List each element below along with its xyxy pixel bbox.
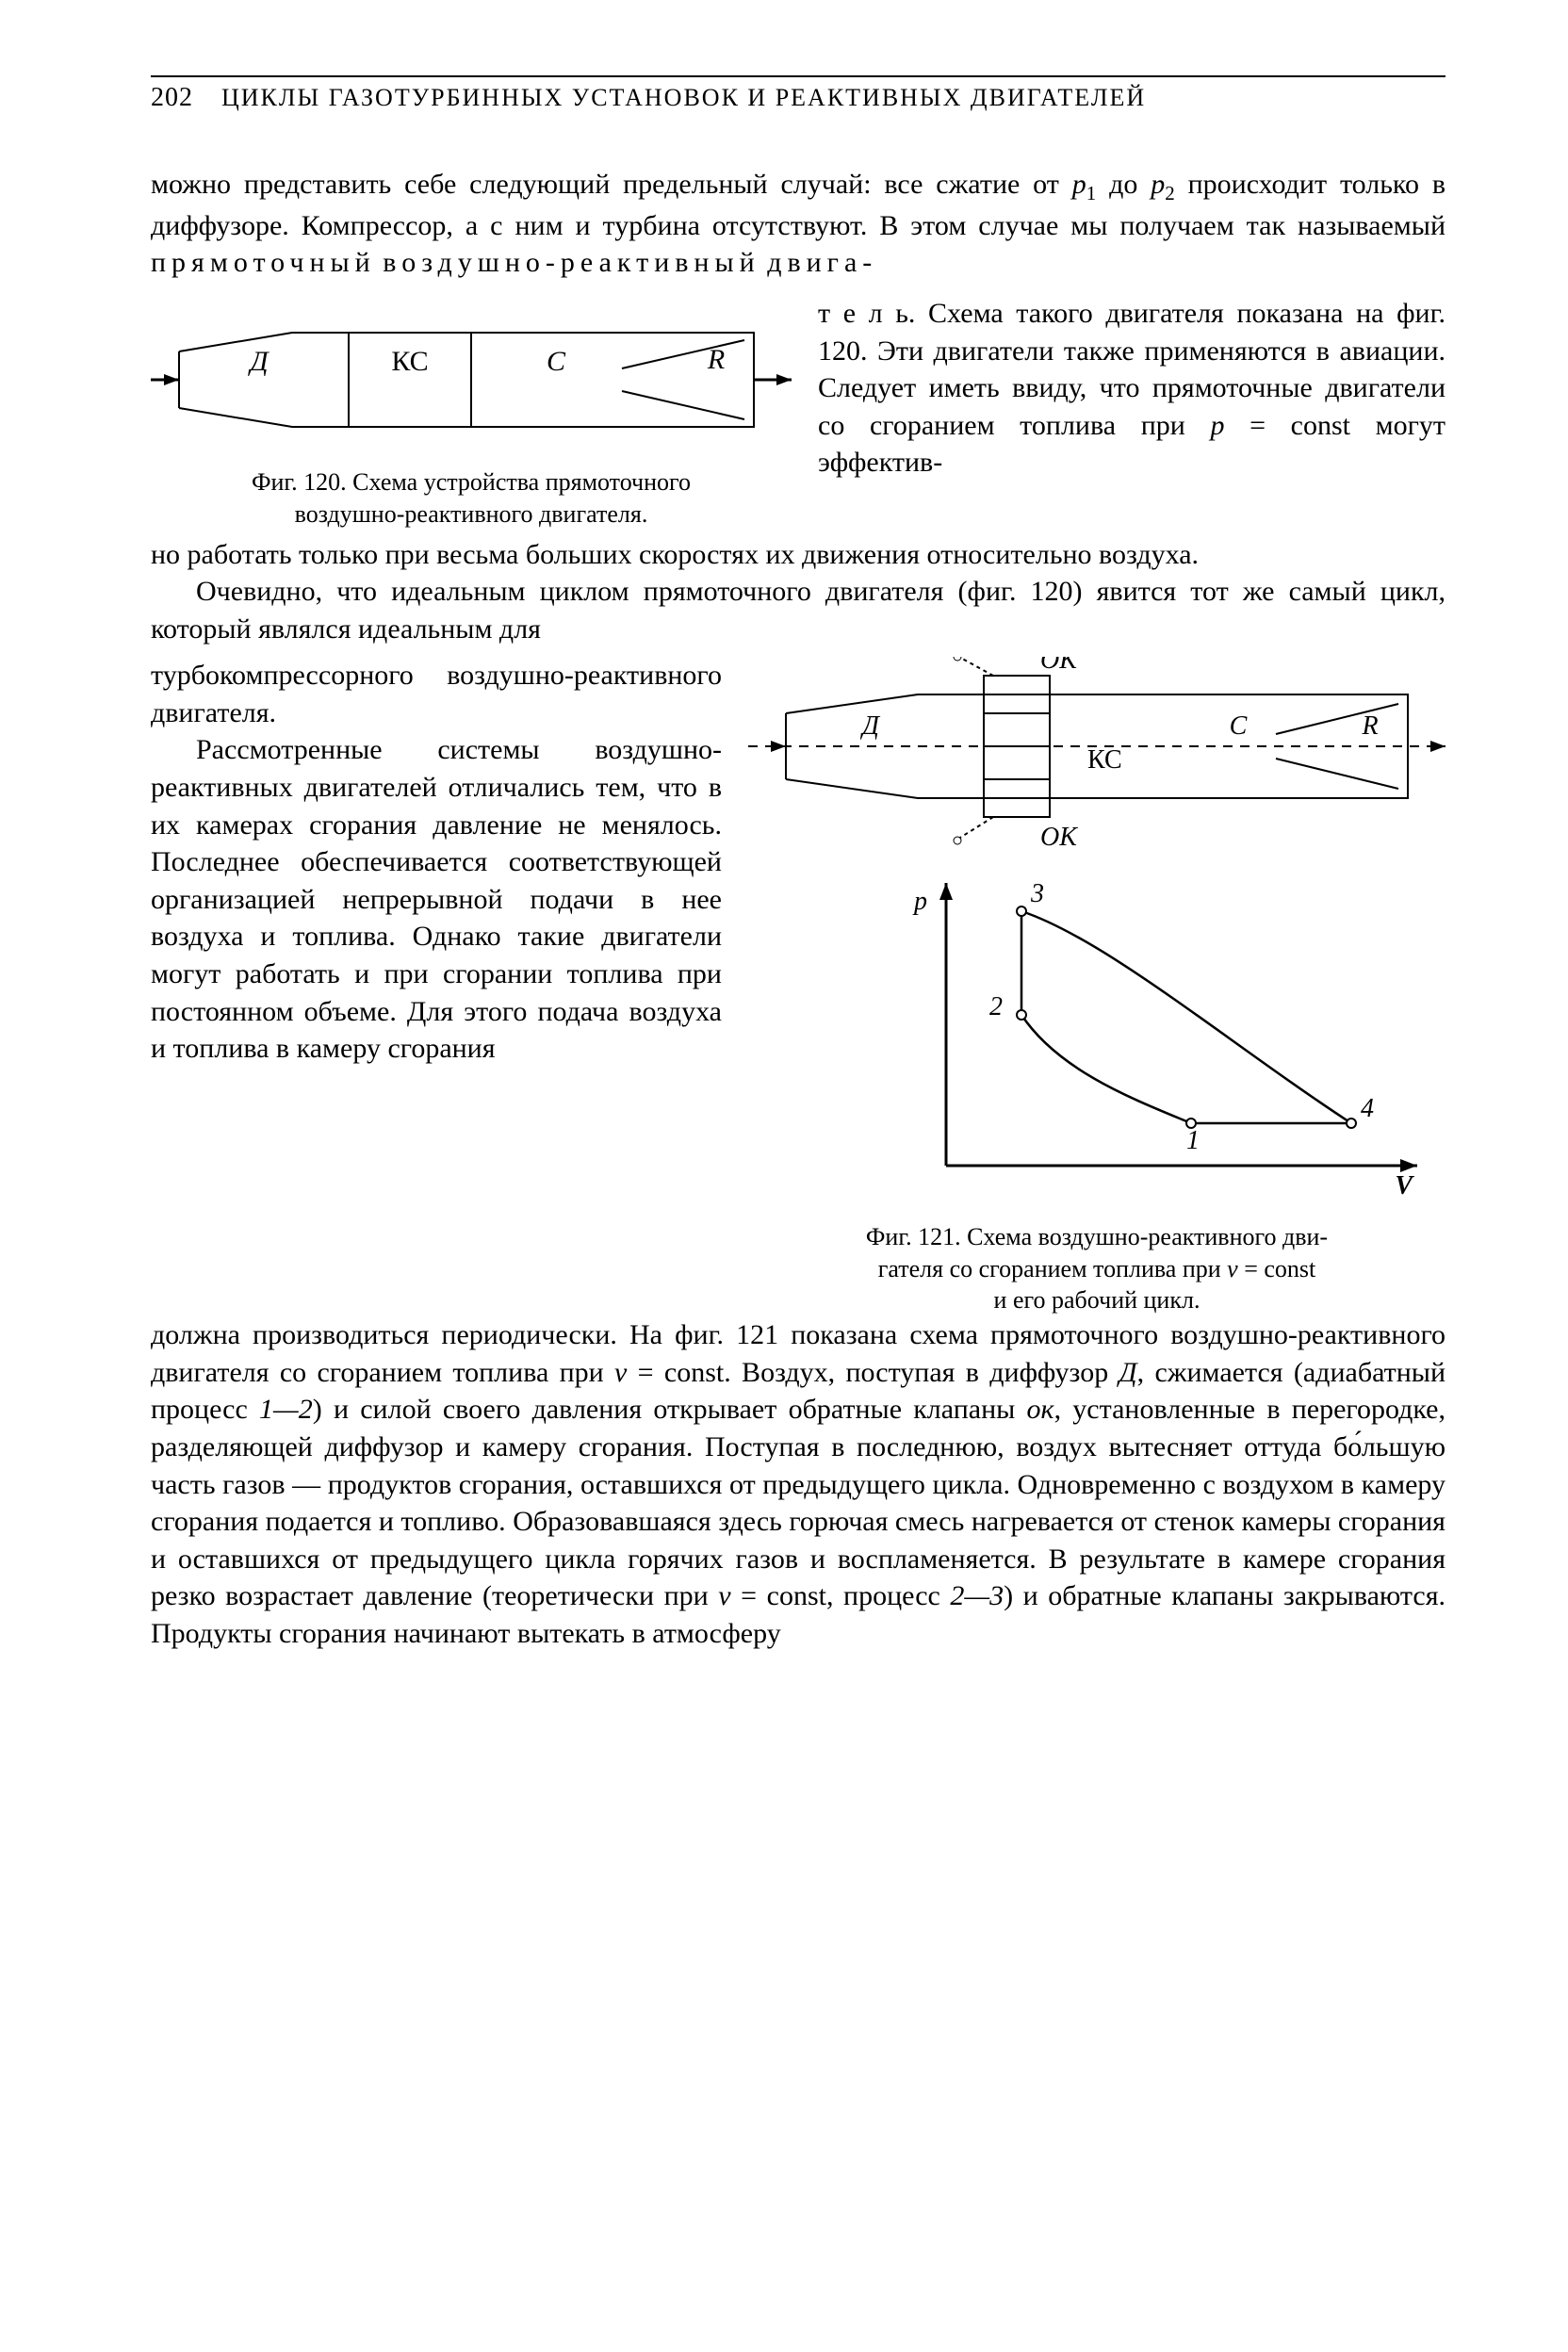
text-wrap-left: турбокомпрессорного воздушно-реактивного… xyxy=(151,657,722,1316)
caption-line: = const xyxy=(1238,1255,1316,1282)
caption-line: Фиг. 120. Схема устройства прямоточного xyxy=(252,468,691,496)
var-v: v xyxy=(718,1580,730,1611)
text: , установленные в перегородке, разделяющ… xyxy=(151,1394,1446,1611)
caption-line: воздушно-реактивного двигателя. xyxy=(295,500,648,528)
figure-121: Д КС С R ОК ОК xyxy=(748,657,1446,1316)
caption-line: Фиг. 121. Схема воздушно-реактивного дви… xyxy=(866,1223,1328,1250)
caption-line: гателя со сгоранием топлива при xyxy=(878,1255,1227,1282)
label-D: Д xyxy=(859,711,881,741)
figure-120: Д КС С R Фиг. 120. Схема устройства прям… xyxy=(151,295,792,531)
paragraph: Очевидно, что идеальным циклом прямоточн… xyxy=(151,573,1446,647)
label-R: R xyxy=(1361,711,1378,741)
pt1: 1 xyxy=(1186,1126,1200,1155)
body-text: можно представить себе следующий предель… xyxy=(151,166,1446,1653)
sub: 2 xyxy=(1165,182,1175,204)
paragraph: но работать только при весьма больших ск… xyxy=(151,536,1446,574)
spaced-term: двига- xyxy=(767,247,877,278)
label-R: R xyxy=(707,344,725,375)
spaced-term: воздушно-реактивный xyxy=(383,247,760,278)
pt4: 4 xyxy=(1361,1094,1374,1123)
var-v: v xyxy=(614,1357,627,1388)
pt2: 2 xyxy=(989,992,1003,1021)
page-number: 202 xyxy=(151,83,193,113)
page: 202 ЦИКЛЫ ГАЗОТУРБИННЫХ УСТАНОВОК И РЕАК… xyxy=(0,0,1568,2352)
sub: 1 xyxy=(1086,182,1097,204)
text: ) и силой своего давления открывает обра… xyxy=(313,1394,1027,1425)
label-KC: КС xyxy=(391,346,428,377)
figure-120-block: Д КС С R Фиг. 120. Схема устройства прям… xyxy=(151,295,1446,531)
fig120-caption: Фиг. 120. Схема устройства прямоточного … xyxy=(151,466,792,531)
paragraph: Рассмотренные системы воздушно-реактивны… xyxy=(151,731,722,1067)
label-C: С xyxy=(1230,711,1248,741)
var-p: p xyxy=(1210,410,1224,441)
text: до xyxy=(1096,169,1151,200)
paragraph: турбокомпрессорного воздушно-реактивного… xyxy=(151,657,722,731)
text: можно представить себе следующий предель… xyxy=(151,169,1072,200)
label-C: С xyxy=(547,346,566,377)
text: = const. Воздух, поступая в диффузор xyxy=(627,1357,1119,1388)
var-p2: p xyxy=(1151,169,1165,200)
paragraph: должна производиться периодически. На фи… xyxy=(151,1316,1446,1652)
fig121-svg: Д КС С R ОК ОК xyxy=(748,657,1446,1203)
top-rule xyxy=(151,75,1446,77)
paragraph: можно представить себе следующий предель… xyxy=(151,166,1446,282)
caption-line: и его рабочий цикл. xyxy=(994,1286,1200,1314)
label-D: Д xyxy=(247,346,270,377)
pt3: 3 xyxy=(1030,879,1044,908)
text: = const, процесс xyxy=(731,1580,951,1611)
figure-121-block: турбокомпрессорного воздушно-реактивного… xyxy=(151,657,1446,1316)
label-OK-bot: ОК xyxy=(1040,823,1078,852)
var-v: v xyxy=(1227,1255,1238,1282)
process-12: 1—2 xyxy=(259,1394,313,1425)
label-OK-top: ОК xyxy=(1040,657,1078,675)
text-wrap-right: т е л ь. Схема такого двигателя показана… xyxy=(818,295,1446,531)
axis-p: p xyxy=(912,887,927,916)
running-head: 202 ЦИКЛЫ ГАЗОТУРБИННЫХ УСТАНОВОК И РЕАК… xyxy=(151,83,1446,113)
header-title: ЦИКЛЫ ГАЗОТУРБИННЫХ УСТАНОВОК И РЕАКТИВН… xyxy=(221,84,1146,112)
axis-v: V xyxy=(1395,1171,1414,1200)
fig120-svg: Д КС С R xyxy=(151,295,792,455)
label-KC: КС xyxy=(1087,745,1122,775)
var-p1: p xyxy=(1072,169,1086,200)
fig121-caption: Фиг. 121. Схема воздушно-реактивного дви… xyxy=(748,1221,1446,1316)
process-23: 2—3 xyxy=(950,1580,1004,1611)
var-D: Д xyxy=(1119,1357,1137,1388)
var-ok: ок xyxy=(1027,1394,1054,1425)
spaced-term: прямоточный xyxy=(151,247,376,278)
